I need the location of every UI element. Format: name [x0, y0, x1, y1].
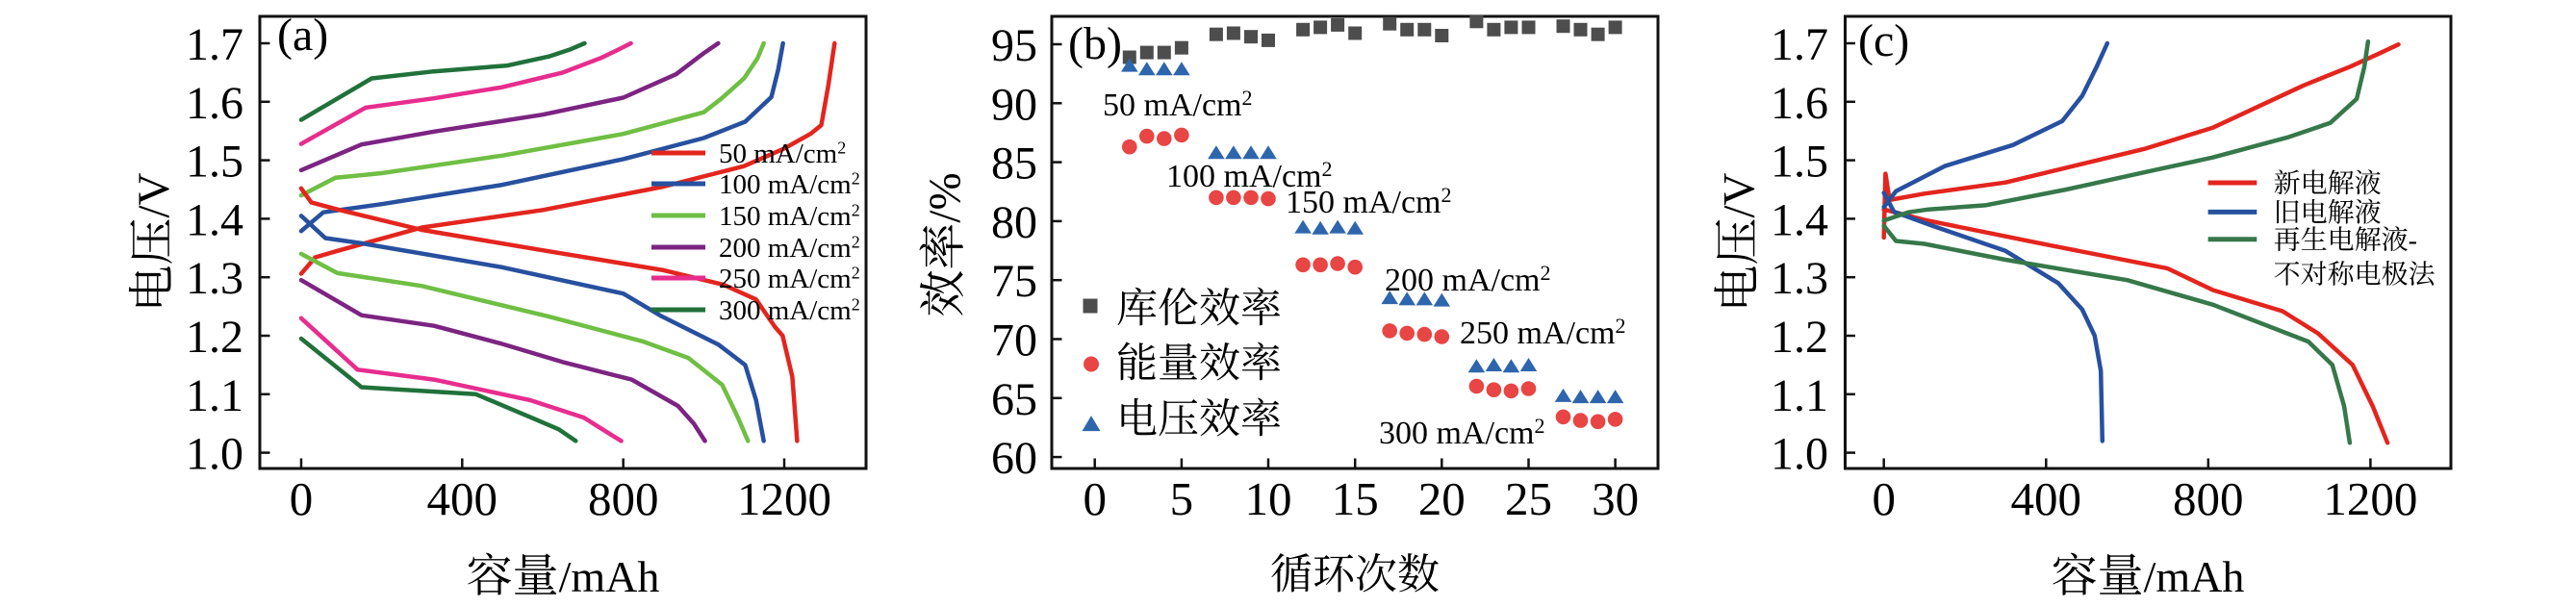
- svg-text:75: 75: [991, 256, 1037, 307]
- svg-text:(a): (a): [277, 10, 328, 61]
- svg-text:1.1: 1.1: [1771, 370, 1828, 421]
- svg-text:1200: 1200: [2323, 472, 2417, 525]
- svg-text:1.5: 1.5: [1771, 137, 1828, 188]
- svg-text:150 mA/cm2: 150 mA/cm2: [1286, 183, 1451, 220]
- svg-text:1.4: 1.4: [186, 194, 243, 245]
- svg-text:800: 800: [2173, 472, 2244, 525]
- svg-text:0: 0: [1083, 472, 1107, 525]
- svg-text:/mAh: /mAh: [559, 552, 660, 601]
- svg-text:0: 0: [290, 472, 314, 525]
- svg-text:1.5: 1.5: [186, 137, 243, 188]
- svg-text:1.3: 1.3: [1771, 253, 1828, 304]
- svg-text:250 mA/cm2: 250 mA/cm2: [719, 264, 860, 294]
- svg-text:(b): (b): [1068, 18, 1122, 69]
- svg-text:300 mA/cm2: 300 mA/cm2: [719, 295, 860, 326]
- svg-text:30: 30: [1592, 472, 1639, 525]
- svg-text:1.7: 1.7: [186, 19, 243, 70]
- svg-text:65: 65: [991, 374, 1037, 425]
- svg-text:1.3: 1.3: [186, 253, 243, 304]
- svg-text:-: -: [2409, 226, 2417, 256]
- svg-text:200 mA/cm2: 200 mA/cm2: [719, 233, 860, 264]
- svg-text:85: 85: [991, 139, 1037, 190]
- svg-text:/V: /V: [1715, 172, 1765, 217]
- svg-text:1.6: 1.6: [1771, 78, 1828, 129]
- svg-text:400: 400: [2011, 472, 2082, 525]
- svg-text:1200: 1200: [737, 472, 831, 525]
- svg-text:1.6: 1.6: [186, 78, 243, 129]
- svg-text:90: 90: [991, 79, 1037, 130]
- svg-text:400: 400: [427, 472, 498, 525]
- svg-text:/V: /V: [129, 172, 179, 217]
- svg-text:95: 95: [991, 20, 1037, 71]
- svg-text:60: 60: [991, 433, 1037, 484]
- svg-text:/%: /%: [920, 172, 970, 222]
- svg-text:100 mA/cm2: 100 mA/cm2: [1166, 157, 1332, 194]
- svg-text:250 mA/cm2: 250 mA/cm2: [1460, 314, 1625, 351]
- svg-text:70: 70: [991, 316, 1037, 367]
- svg-text:1.0: 1.0: [1771, 429, 1828, 480]
- svg-text:1.4: 1.4: [1771, 194, 1828, 245]
- svg-text:800: 800: [588, 472, 659, 525]
- svg-text:10: 10: [1245, 472, 1292, 525]
- svg-text:100 mA/cm2: 100 mA/cm2: [719, 169, 860, 200]
- svg-text:/mAh: /mAh: [2144, 552, 2245, 601]
- svg-text:50 mA/cm2: 50 mA/cm2: [719, 139, 846, 169]
- svg-text:200 mA/cm2: 200 mA/cm2: [1385, 261, 1550, 298]
- svg-text:1.0: 1.0: [186, 429, 243, 480]
- svg-text:1.2: 1.2: [1771, 312, 1828, 363]
- svg-text:1.2: 1.2: [186, 312, 243, 363]
- svg-text:300 mA/cm2: 300 mA/cm2: [1379, 414, 1544, 451]
- svg-text:1.1: 1.1: [186, 370, 243, 421]
- svg-text:20: 20: [1418, 472, 1466, 525]
- svg-text:5: 5: [1170, 472, 1194, 525]
- svg-text:50 mA/cm2: 50 mA/cm2: [1103, 86, 1252, 123]
- svg-text:25: 25: [1505, 472, 1552, 525]
- svg-text:150 mA/cm2: 150 mA/cm2: [719, 201, 860, 232]
- svg-text:1.7: 1.7: [1771, 19, 1828, 70]
- svg-text:15: 15: [1332, 472, 1379, 525]
- svg-text:0: 0: [1872, 472, 1896, 525]
- svg-text:(c): (c): [1858, 15, 1909, 66]
- svg-text:80: 80: [991, 197, 1037, 248]
